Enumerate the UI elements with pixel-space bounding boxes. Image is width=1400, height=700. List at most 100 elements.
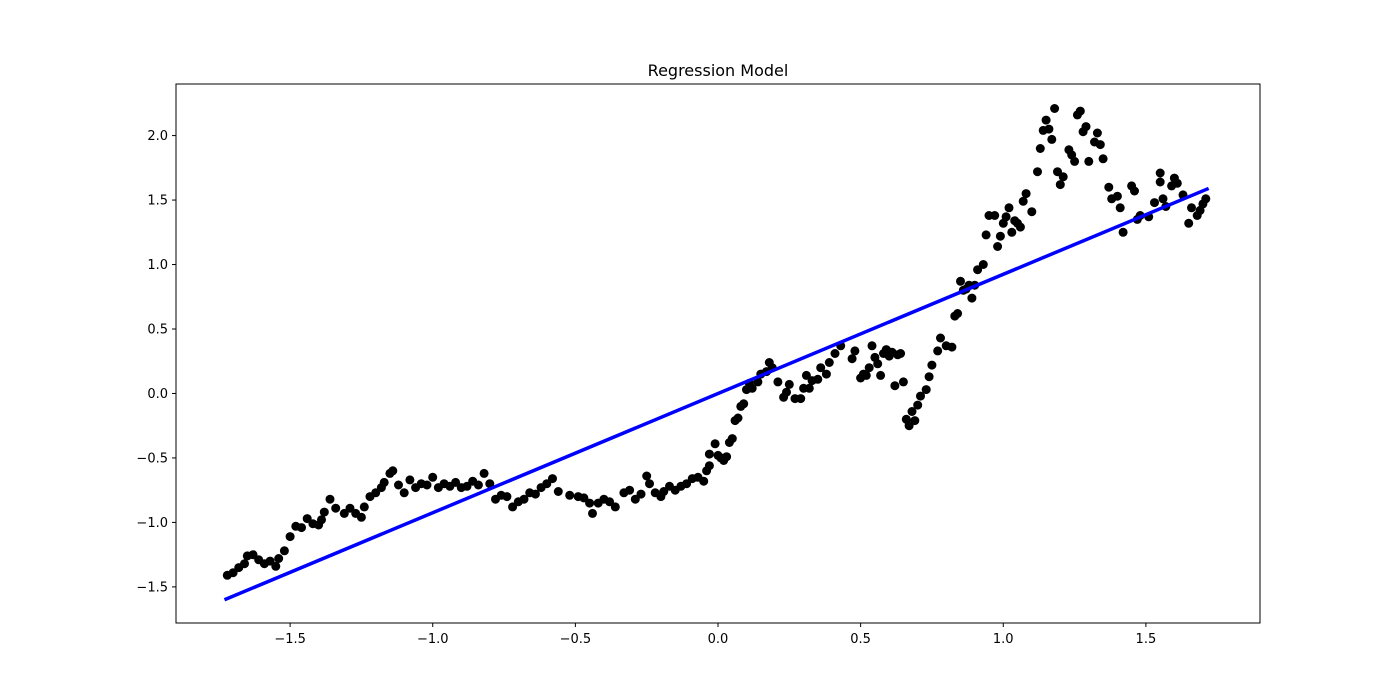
data-point — [1172, 178, 1182, 188]
data-point — [553, 487, 563, 496]
y-tick-label: −1.5 — [136, 580, 168, 595]
data-point — [801, 370, 811, 380]
x-axis-ticks: −1.5 −1.0 −0.5 0.0 0.5 1.0 1.5 — [274, 623, 1156, 647]
data-point — [502, 492, 512, 502]
data-point — [1184, 218, 1194, 228]
scatter-points-layer — [222, 104, 1211, 580]
data-point — [422, 480, 432, 490]
data-point — [240, 559, 249, 569]
data-point — [1158, 194, 1168, 204]
data-point — [727, 434, 737, 444]
data-point — [867, 341, 877, 351]
data-point — [907, 407, 917, 416]
data-point — [1155, 177, 1165, 187]
data-point — [722, 452, 732, 462]
data-point — [981, 230, 991, 240]
data-point — [485, 479, 495, 489]
data-point — [1070, 156, 1080, 166]
data-point — [371, 488, 381, 498]
data-point — [645, 479, 654, 489]
data-point — [933, 346, 943, 356]
data-point — [1115, 203, 1125, 213]
data-point — [1050, 104, 1060, 113]
data-point — [285, 532, 295, 542]
data-point — [733, 413, 743, 423]
data-point — [345, 503, 355, 513]
data-point — [1041, 115, 1051, 125]
data-point — [1018, 196, 1028, 206]
data-point — [973, 265, 983, 275]
data-point — [1187, 203, 1196, 213]
data-point — [821, 369, 831, 379]
y-tick-label: 0.5 — [147, 323, 168, 338]
data-point — [956, 276, 965, 286]
data-point — [388, 466, 398, 476]
regression-line — [223, 186, 1210, 602]
data-point — [1098, 154, 1108, 164]
data-point — [953, 309, 963, 318]
data-point — [913, 400, 923, 410]
data-point — [747, 383, 757, 393]
x-tick-label: −0.5 — [560, 632, 592, 647]
data-point — [861, 370, 871, 380]
y-tick-label: 1.0 — [147, 258, 168, 273]
data-point — [816, 363, 826, 373]
chart-title: Regression Model — [648, 61, 789, 80]
data-point — [1055, 180, 1065, 190]
data-point — [1075, 106, 1085, 116]
data-point — [274, 554, 284, 563]
data-point — [610, 502, 620, 512]
data-point — [704, 461, 714, 471]
data-point — [279, 546, 289, 556]
data-point — [864, 363, 874, 373]
data-point — [1095, 140, 1105, 150]
data-point — [1001, 212, 1011, 222]
data-point — [1007, 227, 1017, 237]
data-point — [530, 489, 540, 499]
data-point — [339, 508, 349, 518]
data-point — [704, 449, 714, 459]
data-point — [1112, 191, 1122, 201]
data-point — [782, 387, 791, 397]
data-point — [319, 507, 329, 517]
data-point — [379, 477, 389, 487]
data-point — [399, 488, 409, 498]
data-point — [804, 383, 814, 393]
data-point — [1021, 189, 1031, 199]
y-axis-ticks: −1.5 −1.0 −0.5 0.0 0.5 1.0 1.5 2.0 — [136, 129, 176, 595]
data-point — [773, 377, 783, 387]
data-point — [1155, 168, 1165, 178]
data-point — [978, 260, 988, 269]
data-point — [967, 293, 977, 303]
data-point — [394, 480, 403, 490]
data-point — [1118, 227, 1128, 237]
data-point — [1201, 194, 1211, 204]
data-point — [565, 490, 575, 500]
data-point — [847, 354, 857, 364]
data-point — [636, 489, 646, 499]
data-point — [830, 349, 840, 358]
y-tick-label: −0.5 — [136, 451, 168, 466]
data-point — [873, 359, 883, 369]
x-tick-label: 1.0 — [993, 632, 1014, 647]
data-point — [1027, 207, 1037, 217]
data-point — [519, 494, 529, 504]
data-point — [405, 475, 415, 485]
y-tick-label: 1.5 — [147, 194, 168, 209]
data-point — [710, 439, 720, 449]
data-point — [1058, 172, 1068, 182]
data-point — [990, 211, 1000, 220]
data-point — [1047, 134, 1057, 144]
data-point — [473, 480, 483, 490]
data-point — [824, 358, 834, 367]
data-point — [890, 381, 900, 391]
data-point — [898, 377, 908, 387]
data-point — [1104, 182, 1114, 192]
y-tick-label: 0.0 — [147, 387, 168, 402]
regression-line-layer — [223, 186, 1210, 602]
data-point — [995, 231, 1005, 241]
data-point — [936, 333, 945, 343]
data-point — [642, 471, 652, 481]
data-point — [813, 374, 823, 384]
data-point — [1081, 122, 1091, 132]
